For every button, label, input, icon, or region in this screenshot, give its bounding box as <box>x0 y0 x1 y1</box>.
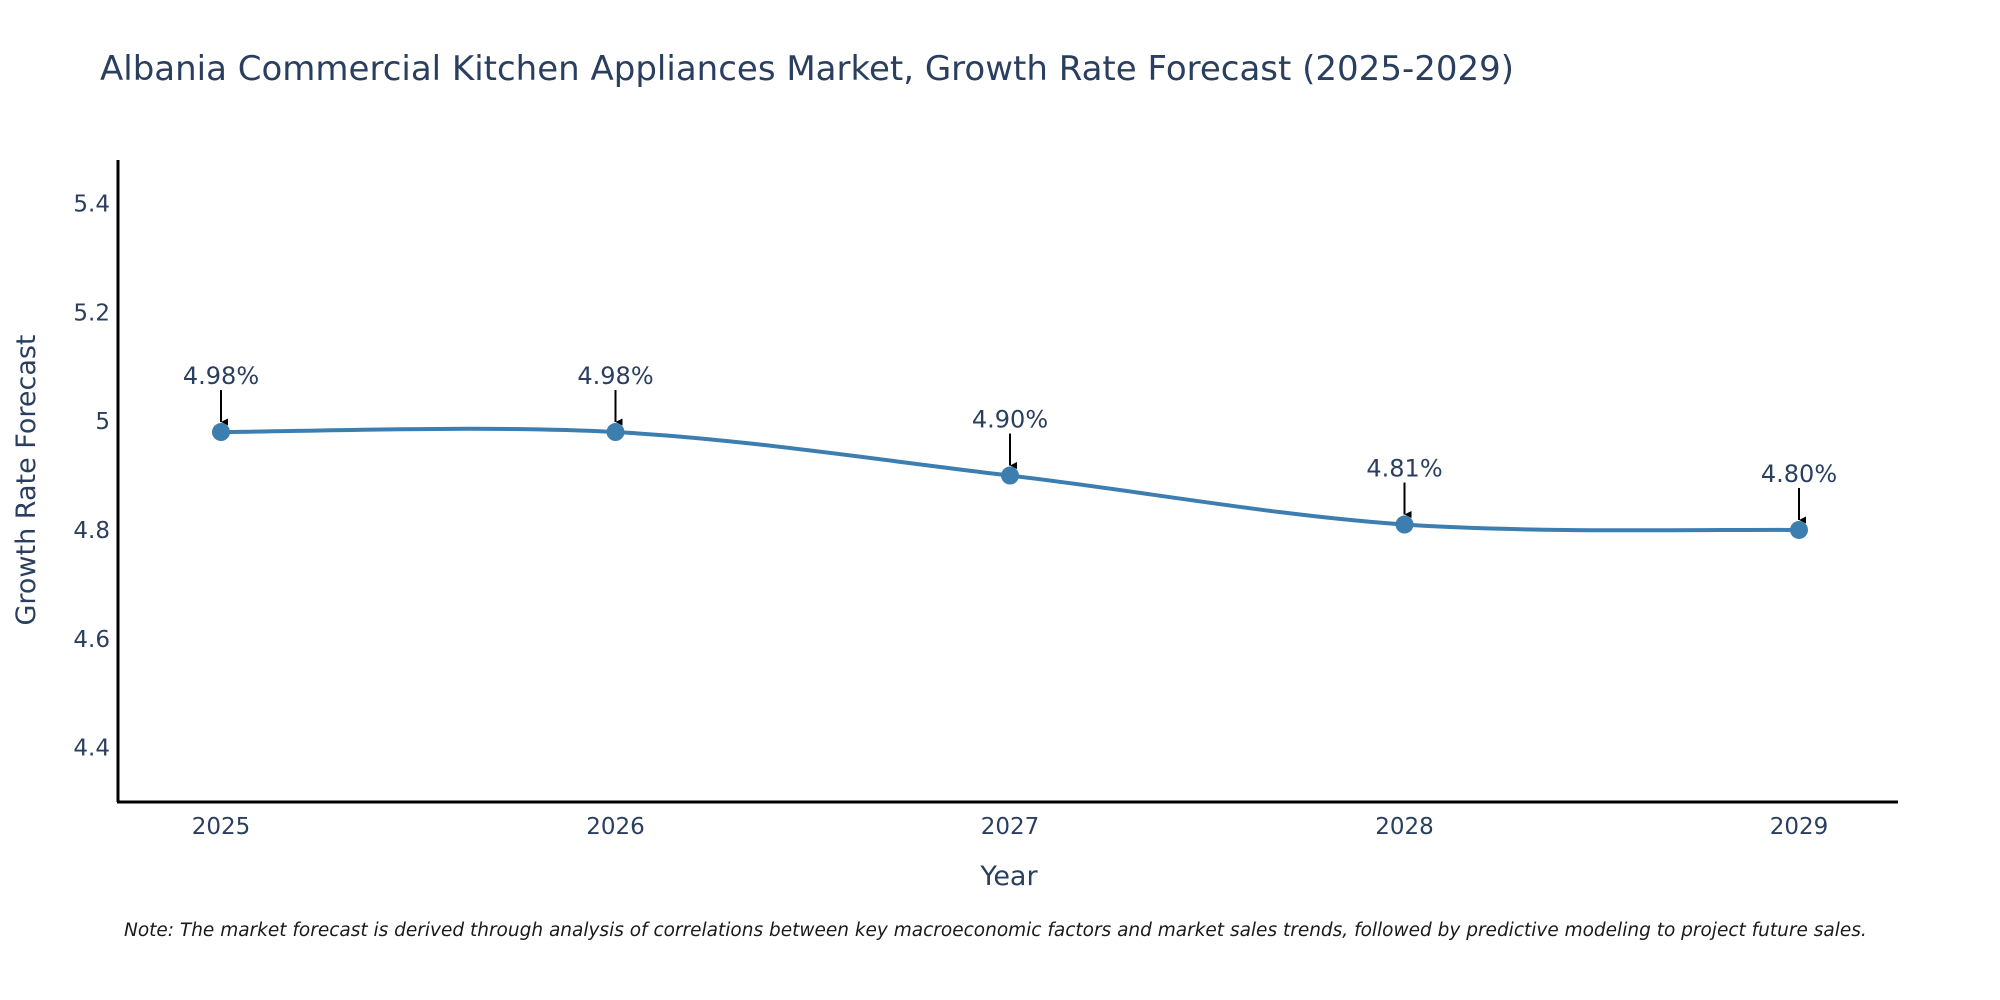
data-point <box>212 423 230 442</box>
data-label: 4.98% <box>577 362 653 390</box>
data-label: 4.90% <box>972 406 1048 434</box>
data-annotations: 4.98% 4.98% 4.90% 4.81% 4.80% <box>183 362 1837 524</box>
data-point <box>1001 466 1019 485</box>
data-label: 4.81% <box>1366 455 1442 483</box>
y-axis-title: Growth Rate Forecast <box>11 334 42 625</box>
x-tick-label: 2028 <box>1375 814 1434 840</box>
x-axis-title: Year <box>979 861 1038 892</box>
y-tick-label: 4.8 <box>73 518 110 544</box>
x-tick-label: 2026 <box>586 814 645 840</box>
x-tick-label: 2029 <box>1770 814 1829 840</box>
y-tick-label: 5 <box>95 409 110 435</box>
chart-title: Albania Commercial Kitchen Appliances Ma… <box>100 49 1514 89</box>
y-tick-label: 4.6 <box>73 627 110 653</box>
data-label: 4.98% <box>183 362 259 390</box>
data-point <box>606 423 625 442</box>
x-axis-ticks: 2025 2026 2027 2028 2029 <box>192 814 1829 840</box>
x-tick-label: 2027 <box>981 814 1040 840</box>
data-point <box>1790 520 1808 539</box>
y-tick-label: 5.2 <box>73 300 110 326</box>
x-tick-label: 2025 <box>192 814 251 840</box>
data-point <box>1395 515 1414 534</box>
y-tick-label: 5.4 <box>73 192 110 218</box>
data-points <box>212 423 1808 539</box>
data-label: 4.80% <box>1761 460 1837 488</box>
footnote: Note: The market forecast is derived thr… <box>124 920 1867 941</box>
y-tick-label: 4.4 <box>73 736 110 762</box>
y-axis-ticks: 4.4 4.6 4.8 5 5.2 5.4 <box>73 192 110 762</box>
